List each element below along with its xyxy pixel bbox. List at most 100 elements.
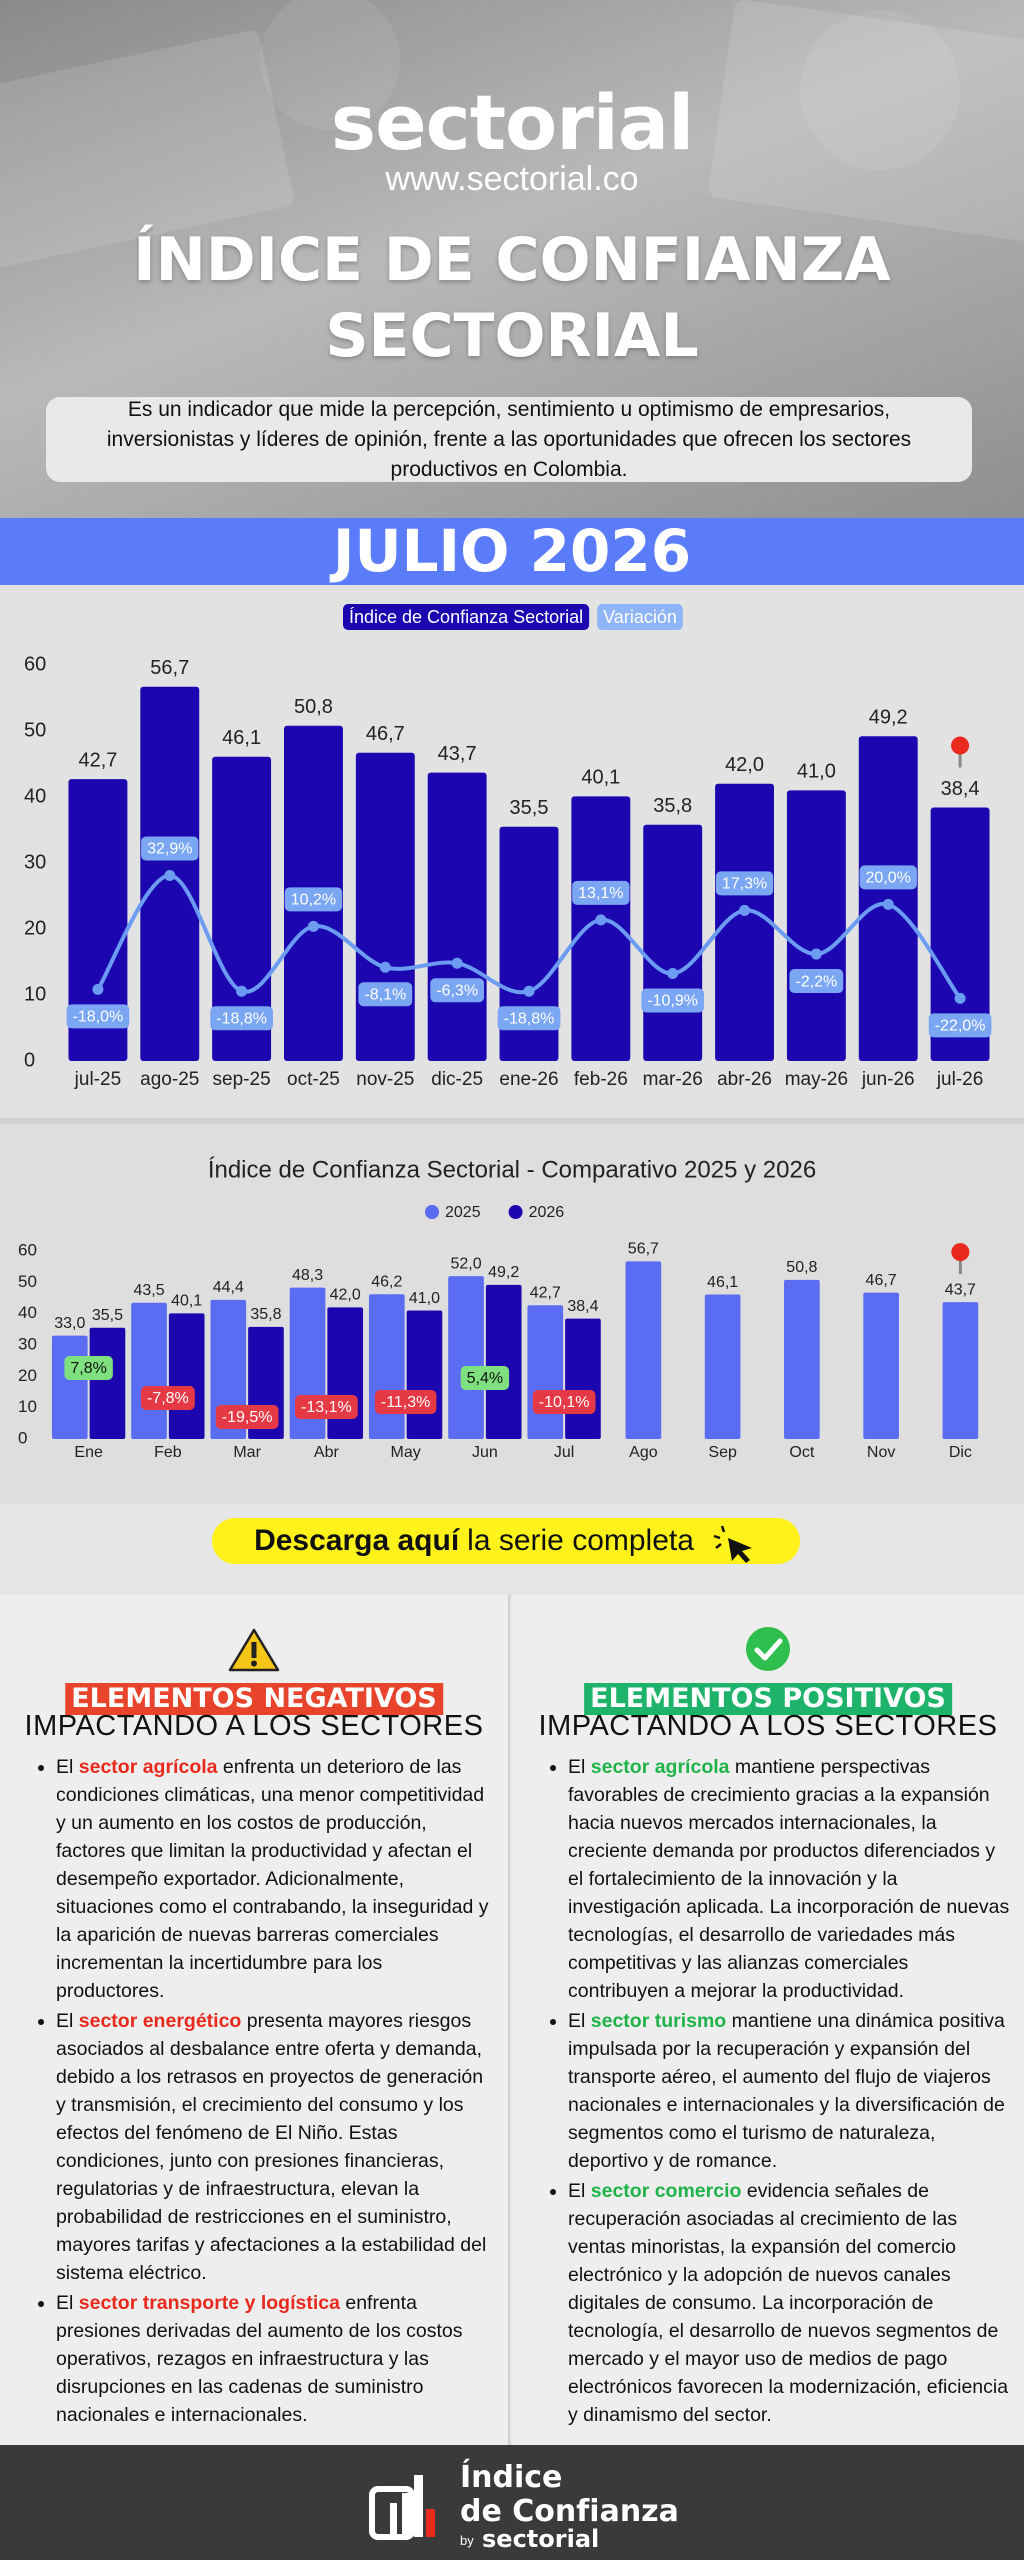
x-tick-label: dic-25: [431, 1069, 483, 1090]
download-button[interactable]: Descarga aquí la serie completa: [212, 1518, 800, 1564]
variation-point: [523, 985, 535, 997]
item-sector: sector agrícola: [590, 1756, 730, 1778]
legend-label-group: Variación: [597, 604, 683, 630]
header-decoration: [0, 0, 1024, 270]
list-item: El sector agrícola enfrenta un deterioro…: [56, 1753, 492, 2005]
variation-label-bg: [284, 887, 343, 912]
y-tick-label: 10: [18, 1397, 37, 1416]
variation-label-bg: [715, 871, 774, 896]
bar: [499, 826, 559, 1061]
variation-label-bg: [497, 1006, 561, 1031]
x-tick-label: Ago: [629, 1444, 658, 1461]
variation-label-bg: [789, 969, 844, 994]
item-text: mantiene perspectivas favorables de crec…: [568, 1756, 1010, 2002]
positive-badge: ELEMENTOS POSITIVOS: [584, 1683, 952, 1715]
variation-label-group: -8,1%: [358, 982, 413, 1007]
x-tick-label: jul-25: [74, 1069, 121, 1090]
variation-label-group: -6,3%: [430, 978, 485, 1003]
variation-point: [595, 914, 607, 926]
download-bold[interactable]: Descarga aquí: [254, 1524, 460, 1557]
variation-label: -22,0%: [935, 1018, 986, 1035]
item-sector: sector energético: [78, 2010, 242, 2032]
x-tick-label: nov-25: [356, 1069, 414, 1090]
y-tick-label: 10: [24, 983, 46, 1005]
variation-label-group: 7,8%: [64, 1356, 113, 1380]
item-text: evidencia señales de recuperación asocia…: [568, 2180, 1009, 2426]
variation-point: [236, 985, 248, 997]
x-tick-label: jun-26: [861, 1069, 915, 1090]
bar-value-label: 49,2: [869, 707, 908, 729]
x-tick-label: May: [391, 1444, 421, 1461]
item-sector: sector turismo: [590, 2010, 727, 2032]
variation-label-group: -7,8%: [140, 1386, 195, 1410]
item-text: mantiene una dinámica positiva impulsada…: [568, 2010, 1005, 2172]
bar: [68, 779, 128, 1061]
bar: [863, 1292, 899, 1439]
bar-value-label: 35,5: [92, 1307, 123, 1324]
bar: [930, 807, 990, 1061]
x-tick-label: ago-25: [140, 1069, 199, 1090]
legend-label-bg: [597, 604, 683, 630]
variation-point: [882, 898, 894, 910]
bar: [51, 1335, 88, 1439]
variation-point: [92, 983, 104, 995]
x-tick-label: Oct: [789, 1444, 814, 1461]
legend-swatch: [508, 1205, 523, 1219]
variation-label-group: -18,8%: [497, 1006, 561, 1031]
variation-label: -10,1%: [539, 1394, 590, 1411]
y-tick-label: 0: [24, 1049, 35, 1071]
variation-label: 13,1%: [578, 885, 623, 902]
bar-value-label: 46,1: [222, 727, 261, 749]
bar: [565, 1318, 601, 1439]
footer: Índice de Confianza by sectorial: [0, 2445, 1024, 2560]
bar: [643, 824, 703, 1061]
item-sector: sector transporte y logística: [78, 2292, 340, 2314]
variation-point: [164, 870, 176, 882]
bar-value-label: 41,0: [409, 1290, 440, 1307]
bar-value-label: 48,3: [292, 1267, 323, 1284]
variation-label: -19,5%: [222, 1409, 273, 1426]
y-tick-label: 60: [18, 1240, 37, 1259]
bar-value-label: 46,1: [707, 1274, 738, 1291]
negative-list: El sector agrícola enfrenta un deterioro…: [30, 1753, 492, 2431]
variation-label-group: -18,8%: [210, 1006, 273, 1031]
item-lead: El: [56, 2292, 74, 2314]
warning-icon: [228, 1628, 280, 1672]
variation-point: [954, 992, 966, 1004]
bar: [89, 1327, 126, 1439]
x-tick-label: abr-26: [717, 1069, 772, 1090]
variation-label: -6,3%: [436, 982, 478, 999]
footer-brand: sectorial: [482, 2525, 600, 2553]
variation-label-group: 20,0%: [859, 865, 917, 890]
y-tick-label: 40: [18, 1303, 37, 1322]
variation-label-bg: [358, 982, 413, 1007]
x-tick-label: Nov: [867, 1444, 895, 1461]
bar: [355, 752, 415, 1061]
bar-value-label: 35,8: [250, 1306, 281, 1323]
bar-value-label: 42,0: [725, 754, 764, 776]
x-tick-label: Jun: [472, 1444, 498, 1461]
x-tick-label: Sep: [708, 1444, 737, 1461]
variation-label-group: -13,1%: [295, 1395, 358, 1419]
variation-label-group: 17,3%: [715, 871, 774, 896]
bar-value-label: 42,7: [78, 749, 117, 771]
brand-url[interactable]: www.sectorial.co: [385, 160, 639, 198]
y-tick-label: 20: [24, 917, 46, 939]
variation-label-bg: [572, 880, 630, 905]
item-sector: sector comercio: [590, 2180, 742, 2202]
variation-label-group: -19,5%: [215, 1405, 279, 1429]
pin-head: [951, 1243, 970, 1262]
negative-badge: ELEMENTOS NEGATIVOS: [65, 1683, 443, 1715]
legend-label: 2026: [529, 1204, 565, 1221]
download-text[interactable]: la serie completa: [467, 1524, 694, 1557]
variation-label: -8,1%: [364, 986, 406, 1003]
variation-label-bg: [215, 1405, 279, 1429]
bar: [210, 1299, 247, 1439]
check-icon: [746, 1627, 790, 1671]
bar: [406, 1310, 443, 1439]
legend-label-bg: [343, 604, 590, 630]
item-lead: El: [56, 2010, 74, 2032]
bar-value-label: 38,4: [941, 778, 980, 800]
variation-label-bg: [430, 978, 485, 1003]
